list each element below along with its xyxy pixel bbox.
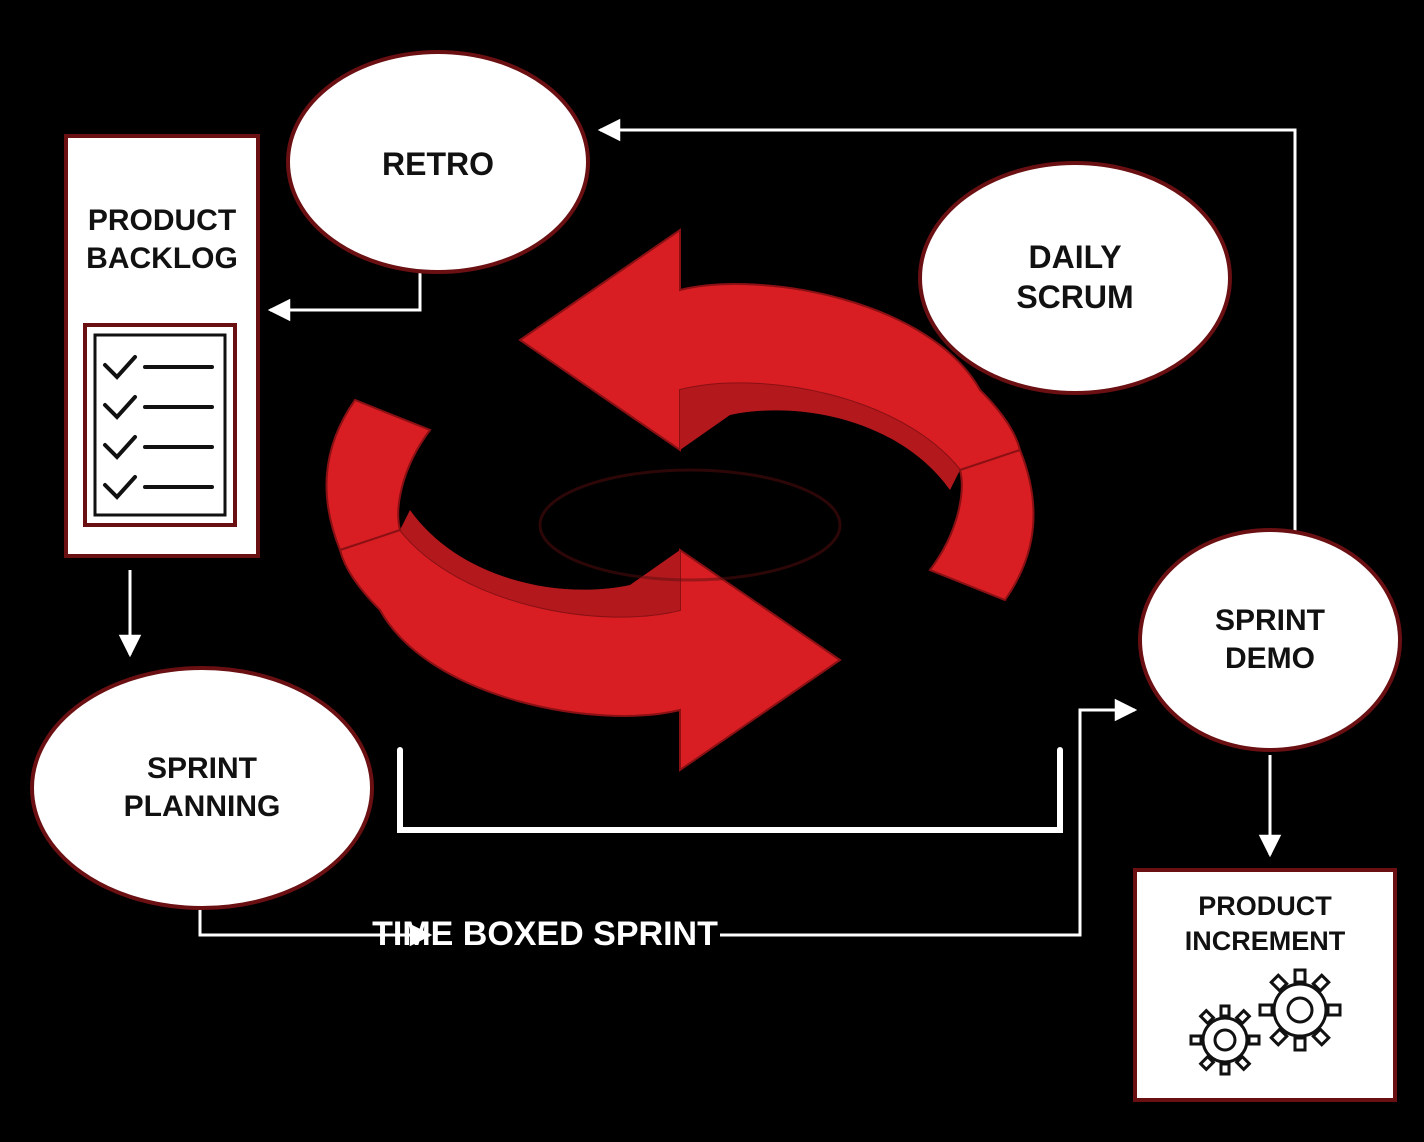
sprint-bracket xyxy=(400,750,1060,830)
node-product-backlog: PRODUCT BACKLOG xyxy=(66,136,258,556)
node-sprint-demo: SPRINT DEMO xyxy=(1140,530,1400,750)
checklist-icon xyxy=(85,325,235,525)
sprint-demo-label-1: SPRINT xyxy=(1215,604,1325,637)
node-product-increment: PRODUCT INCREMENT xyxy=(1135,870,1395,1100)
product-backlog-label-1: PRODUCT xyxy=(88,204,236,237)
daily-scrum-label-1: DAILY xyxy=(1028,239,1121,275)
retro-label: RETRO xyxy=(382,146,494,182)
node-retro: RETRO xyxy=(288,52,588,272)
scrum-diagram: PRODUCT BACKLOG RETRO DAILY SCRU xyxy=(0,0,1424,1142)
daily-scrum-label-2: SCRUM xyxy=(1016,279,1133,315)
node-daily-scrum: DAILY SCRUM xyxy=(920,163,1230,393)
sprint-planning-label-2: PLANNING xyxy=(124,790,281,823)
sprint-planning-label-1: SPRINT xyxy=(147,752,257,785)
product-increment-label-1: PRODUCT xyxy=(1198,891,1332,921)
product-increment-label-2: INCREMENT xyxy=(1185,926,1346,956)
time-boxed-sprint-label: TIME BOXED SPRINT xyxy=(372,915,718,953)
node-sprint-planning: SPRINT PLANNING xyxy=(32,668,372,908)
product-backlog-label-2: BACKLOG xyxy=(86,242,238,275)
sprint-demo-label-2: DEMO xyxy=(1225,642,1315,675)
